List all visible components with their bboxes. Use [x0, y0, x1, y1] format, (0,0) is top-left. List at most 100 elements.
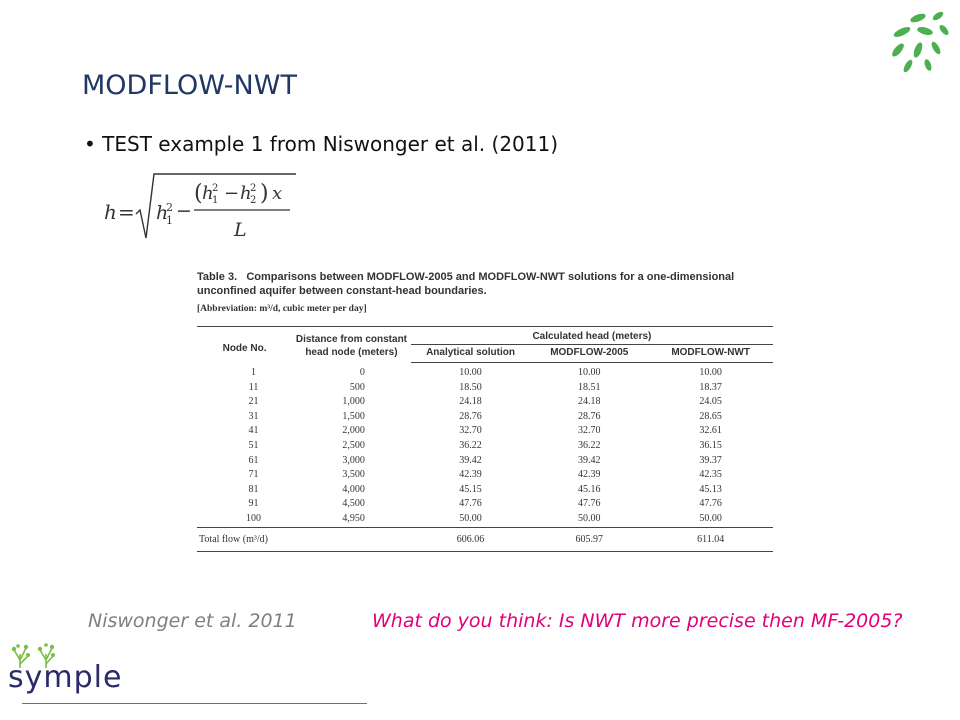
cell-analytical: 28.76 [459, 410, 482, 422]
cell-analytical: 36.22 [459, 439, 482, 451]
cell-mf2005: 28.76 [578, 410, 601, 422]
cell-mf2005: 18.51 [578, 381, 601, 393]
cell-node: 81 [248, 483, 259, 495]
cell-mf2005: 24.18 [578, 396, 601, 408]
cell-nwt: 28.65 [699, 410, 722, 422]
cell-distance: 2,500 [342, 439, 365, 451]
leaf-logo-icon [892, 11, 949, 73]
svg-text:−: − [176, 200, 192, 222]
svg-text:): ) [260, 181, 269, 206]
cell-nwt: 24.05 [699, 396, 722, 408]
citation-text: Niswonger et al. 2011 [88, 610, 297, 632]
cell-node: 71 [248, 469, 259, 481]
svg-text:2: 2 [250, 183, 256, 194]
cell-node: 61 [248, 454, 259, 466]
table-row: 1 0 10.00 10.00 10.00 [197, 363, 773, 381]
cell-distance: 500 [349, 381, 365, 393]
cell-analytical: 42.39 [459, 469, 482, 481]
header-mf2005: MODFLOW-2005 [530, 344, 649, 363]
table-caption: Table 3. Comparisons between MODFLOW-200… [197, 270, 777, 298]
header-node: Node No. [197, 326, 293, 363]
cell-nwt: 36.15 [699, 439, 722, 451]
cell-nwt: 18.37 [699, 381, 722, 393]
table-row: 61 3,000 39.42 39.42 39.37 [197, 454, 773, 469]
table-caption-text: Comparisons between MODFLOW-2005 and MOD… [197, 271, 735, 297]
question-text: What do you think: Is NWT more precise t… [372, 610, 903, 632]
cell-node: 1 [251, 366, 257, 378]
svg-text:2: 2 [250, 195, 256, 206]
cell-node: 41 [248, 425, 259, 437]
brand-name: symple [8, 660, 123, 695]
brand-underline [22, 703, 367, 704]
cell-analytical: 18.50 [459, 381, 482, 393]
cell-distance: 4,500 [342, 498, 365, 510]
cell-distance: 3,500 [342, 469, 365, 481]
total-mf2005: 605.97 [530, 526, 649, 552]
svg-text:1: 1 [212, 195, 218, 206]
cell-nwt: 45.13 [699, 483, 722, 495]
cell-analytical: 50.00 [459, 512, 482, 524]
total-nwt: 611.04 [648, 526, 773, 552]
cell-distance: 2,000 [342, 425, 365, 437]
cell-distance: 0 [359, 366, 365, 378]
table-row: 71 3,500 42.39 42.39 42.35 [197, 468, 773, 483]
cell-analytical: 47.76 [459, 498, 482, 510]
header-nwt: MODFLOW-NWT [648, 344, 773, 363]
cell-distance: 3,000 [342, 454, 365, 466]
cell-analytical: 10.00 [459, 367, 482, 378]
cell-nwt: 39.37 [699, 454, 722, 466]
cell-analytical: 45.15 [459, 483, 482, 495]
svg-text:=: = [118, 200, 135, 224]
cell-mf2005: 42.39 [578, 469, 601, 481]
comparison-table-figure: Table 3. Comparisons between MODFLOW-200… [197, 270, 777, 552]
svg-text:2: 2 [212, 183, 218, 194]
cell-mf2005: 45.16 [578, 483, 601, 495]
cell-mf2005: 10.00 [578, 367, 601, 378]
formula-image: h = h 1 2 − ( h 1 2 − h 2 2 ) x L [104, 173, 296, 241]
table-body: 1 0 10.00 10.00 10.00 11 500 18.50 18.51 18.37 21 1… [197, 363, 773, 528]
cell-nwt: 42.35 [699, 469, 722, 481]
table-row: 31 1,500 28.76 28.76 28.65 [197, 410, 773, 425]
header-calculated: Calculated head (meters) [410, 326, 773, 345]
svg-text:h: h [240, 183, 252, 204]
table-row: 100 4,950 50.00 50.00 50.00 [197, 512, 773, 527]
cell-node: 11 [248, 381, 259, 393]
cell-node: 21 [248, 396, 259, 408]
cell-nwt: 10.00 [699, 367, 722, 378]
svg-text:h: h [104, 200, 117, 224]
cell-node: 31 [248, 410, 259, 422]
cell-analytical: 39.42 [459, 454, 482, 466]
cell-distance: 4,950 [342, 512, 365, 524]
table-abbreviation: [Abbreviation: m³/d, cubic meter per day… [197, 304, 367, 314]
cell-node: 100 [246, 512, 262, 524]
cell-analytical: 24.18 [459, 396, 482, 408]
svg-text:h: h [156, 202, 168, 224]
header-analytical: Analytical solution [410, 344, 531, 363]
cell-mf2005: 47.76 [578, 498, 601, 510]
svg-text:h: h [202, 183, 214, 204]
cell-node: 51 [248, 439, 259, 451]
svg-text:1: 1 [166, 214, 173, 227]
table-caption-label: Table 3. [197, 271, 238, 283]
symple-tree-icon [11, 643, 55, 668]
table-row: 21 1,000 24.18 24.18 24.05 [197, 395, 773, 410]
bullet-text: • TEST example 1 from Niswonger et al. (… [84, 132, 559, 156]
cell-nwt: 32.61 [699, 425, 722, 437]
cell-node: 91 [248, 498, 259, 510]
cell-distance: 1,000 [342, 396, 365, 408]
cell-nwt: 50.00 [699, 512, 722, 524]
table-row: 81 4,000 45.15 45.16 45.13 [197, 483, 773, 498]
table-row: 51 2,500 36.22 36.22 36.15 [197, 439, 773, 454]
header-distance: Distance from constant head node (meters… [292, 326, 411, 363]
table-row: 91 4,500 47.76 47.76 47.76 [197, 497, 773, 512]
comparison-table: Node No. Distance from constant head nod… [197, 326, 773, 552]
cell-mf2005: 39.42 [578, 454, 601, 466]
table-row: 11 500 18.50 18.51 18.37 [197, 381, 773, 396]
cell-mf2005: 32.70 [578, 425, 601, 437]
cell-distance: 4,000 [342, 483, 365, 495]
cell-analytical: 32.70 [459, 425, 482, 437]
cell-mf2005: 50.00 [578, 512, 601, 524]
cell-nwt: 47.76 [699, 498, 722, 510]
svg-text:(: ( [194, 181, 203, 206]
cell-distance: 1,500 [342, 410, 365, 422]
